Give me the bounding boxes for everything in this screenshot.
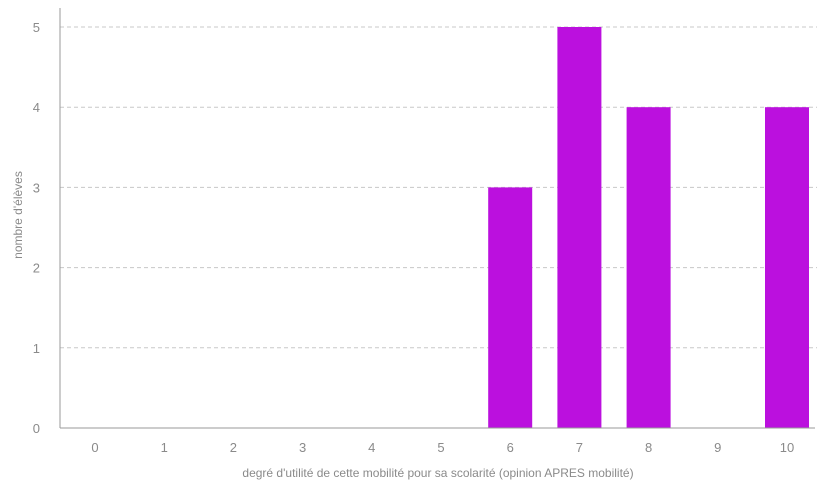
x-tick-label: 2 (230, 440, 237, 455)
y-tick-label: 3 (33, 180, 40, 195)
x-axis-title: degré d'utilité de cette mobilité pour s… (242, 466, 633, 480)
x-tick-label: 1 (161, 440, 168, 455)
x-tick-label: 0 (91, 440, 98, 455)
x-tick-label: 10 (780, 440, 794, 455)
bar-10 (765, 107, 809, 428)
gridlines (60, 26, 817, 349)
x-tick-label: 5 (437, 440, 444, 455)
y-tick-label: 2 (33, 261, 40, 276)
x-tick-label: 3 (299, 440, 306, 455)
bars (488, 27, 809, 428)
y-tick-label: 4 (33, 100, 40, 115)
x-tick-label: 4 (368, 440, 375, 455)
y-tick-label: 0 (33, 421, 40, 436)
x-tick-label: 7 (576, 440, 583, 455)
bar-8 (626, 107, 671, 428)
y-axis-title: nombre d'élèves (11, 171, 25, 259)
y-tick-label: 5 (33, 20, 40, 35)
x-tick-label: 6 (507, 440, 514, 455)
bar-6 (488, 187, 533, 428)
x-tick-labels: 0 1 2 3 4 5 6 7 8 9 10 (91, 440, 794, 455)
x-tick-label: 8 (645, 440, 652, 455)
bar-7 (557, 27, 602, 428)
y-tick-label: 1 (33, 341, 40, 356)
x-tick-label: 9 (714, 440, 721, 455)
axes (59, 8, 815, 429)
y-tick-labels: 0 1 2 3 4 5 (33, 20, 40, 436)
